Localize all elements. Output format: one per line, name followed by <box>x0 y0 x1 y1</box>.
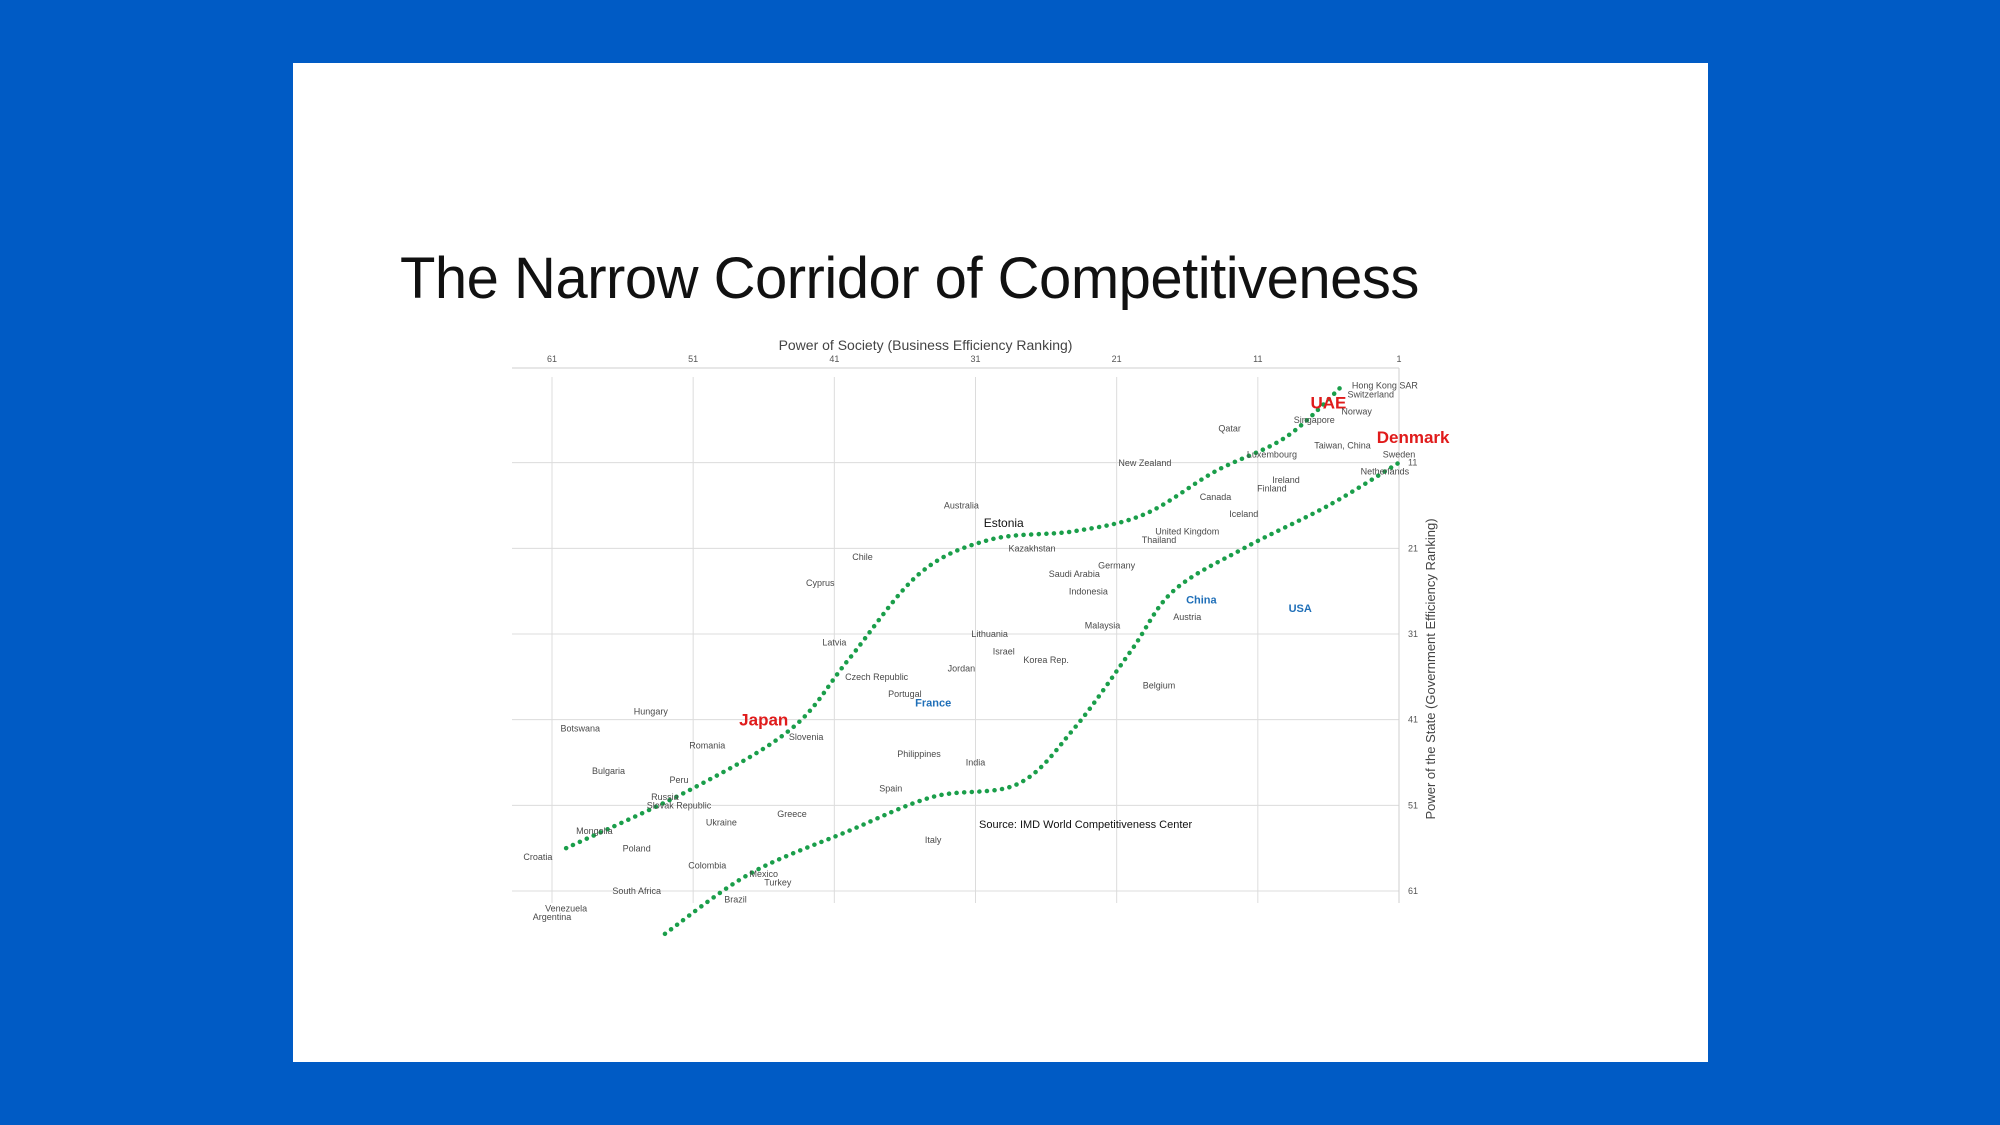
country-label: Iceland <box>1229 509 1258 519</box>
country-label: Botswana <box>560 723 600 733</box>
country-label: Sweden <box>1383 449 1416 459</box>
corridor-line-2 <box>662 460 1402 937</box>
country-label: USA <box>1289 603 1312 615</box>
slide: The Narrow Corridor of Competitiveness 6… <box>293 63 1708 1062</box>
corridor-line-1 <box>563 383 1345 851</box>
country-label: Austria <box>1173 612 1201 622</box>
country-label: Spain <box>879 783 902 793</box>
x-axis-title: Power of Society (Business Efficiency Ra… <box>779 337 1073 353</box>
country-label: Croatia <box>523 852 552 862</box>
country-label: Estonia <box>984 516 1024 530</box>
country-label: Chile <box>852 552 873 562</box>
y-axis-title: Power of the State (Government Efficienc… <box>1423 518 1438 819</box>
country-label: Australia <box>944 501 979 511</box>
country-label: New Zealand <box>1118 458 1171 468</box>
country-label: India <box>966 758 986 768</box>
country-label: Hong Kong SAR <box>1352 381 1419 391</box>
x-tick-label: 11 <box>1253 354 1262 364</box>
x-tick-label: 61 <box>547 354 557 364</box>
country-label: Kazakhstan <box>1008 543 1055 553</box>
country-label: Qatar <box>1218 424 1241 434</box>
country-label: Korea Rep. <box>1023 655 1069 665</box>
country-label: Jordan <box>948 663 976 673</box>
country-label: Saudi Arabia <box>1049 569 1100 579</box>
country-label: China <box>1186 595 1217 607</box>
country-label: Germany <box>1098 561 1136 571</box>
country-label: Thailand <box>1142 535 1177 545</box>
country-label: Slovak Republic <box>647 800 712 810</box>
country-label: Netherlands <box>1361 466 1410 476</box>
country-label: Colombia <box>688 860 726 870</box>
country-label: Cyprus <box>806 578 835 588</box>
country-label: Argentina <box>533 912 572 922</box>
country-label: UAE <box>1310 394 1346 413</box>
country-label: Canada <box>1200 492 1232 502</box>
y-tick-label: 61 <box>1408 886 1418 896</box>
y-tick-label: 11 <box>1408 458 1417 468</box>
country-label: Slovenia <box>789 732 824 742</box>
country-label: Taiwan, China <box>1314 441 1371 451</box>
country-label: Japan <box>739 711 788 730</box>
x-tick-label: 51 <box>688 354 698 364</box>
country-label: Ireland <box>1272 475 1300 485</box>
country-label: Indonesia <box>1069 586 1108 596</box>
country-label: Israel <box>993 646 1015 656</box>
x-tick-label: 1 <box>1396 354 1401 364</box>
x-tick-label: 31 <box>970 354 980 364</box>
country-label: Italy <box>925 835 942 845</box>
country-label: Brazil <box>724 895 747 905</box>
country-label: Finland <box>1257 484 1287 494</box>
country-label: Romania <box>689 741 725 751</box>
country-label: Poland <box>623 843 651 853</box>
country-label: Mexico <box>749 869 778 879</box>
country-label: Belgium <box>1143 681 1176 691</box>
source-note: Source: IMD World Competitiveness Center <box>979 819 1192 831</box>
country-label: Venezuela <box>545 903 587 913</box>
country-label: Turkey <box>764 878 792 888</box>
country-label: Czech Republic <box>845 672 909 682</box>
country-label: Bulgaria <box>592 766 625 776</box>
country-label: Ukraine <box>706 818 737 828</box>
country-label: Norway <box>1341 406 1372 416</box>
country-label: Philippines <box>897 749 941 759</box>
country-label: Luxembourg <box>1247 449 1297 459</box>
country-label: France <box>915 697 951 709</box>
country-label: Peru <box>670 775 689 785</box>
country-label: Denmark <box>1377 428 1450 447</box>
country-label: Lithuania <box>971 629 1008 639</box>
y-tick-label: 31 <box>1408 629 1418 639</box>
country-label: Singapore <box>1294 415 1335 425</box>
country-label: Latvia <box>822 638 846 648</box>
y-tick-label: 51 <box>1408 800 1418 810</box>
x-tick-label: 41 <box>829 354 839 364</box>
country-label: Switzerland <box>1348 389 1395 399</box>
slide-title: The Narrow Corridor of Competitiveness <box>400 246 1419 311</box>
country-label: Portugal <box>888 689 922 699</box>
country-label: Malaysia <box>1085 621 1121 631</box>
country-label: Russia <box>651 792 679 802</box>
country-label: Mongolia <box>576 826 613 836</box>
y-tick-label: 41 <box>1408 715 1418 725</box>
country-label: South Africa <box>612 886 661 896</box>
y-tick-label: 21 <box>1408 543 1418 553</box>
x-tick-label: 21 <box>1112 354 1122 364</box>
country-label: Hungary <box>634 706 669 716</box>
country-label: United Kingdom <box>1155 526 1219 536</box>
country-label: Greece <box>777 809 807 819</box>
